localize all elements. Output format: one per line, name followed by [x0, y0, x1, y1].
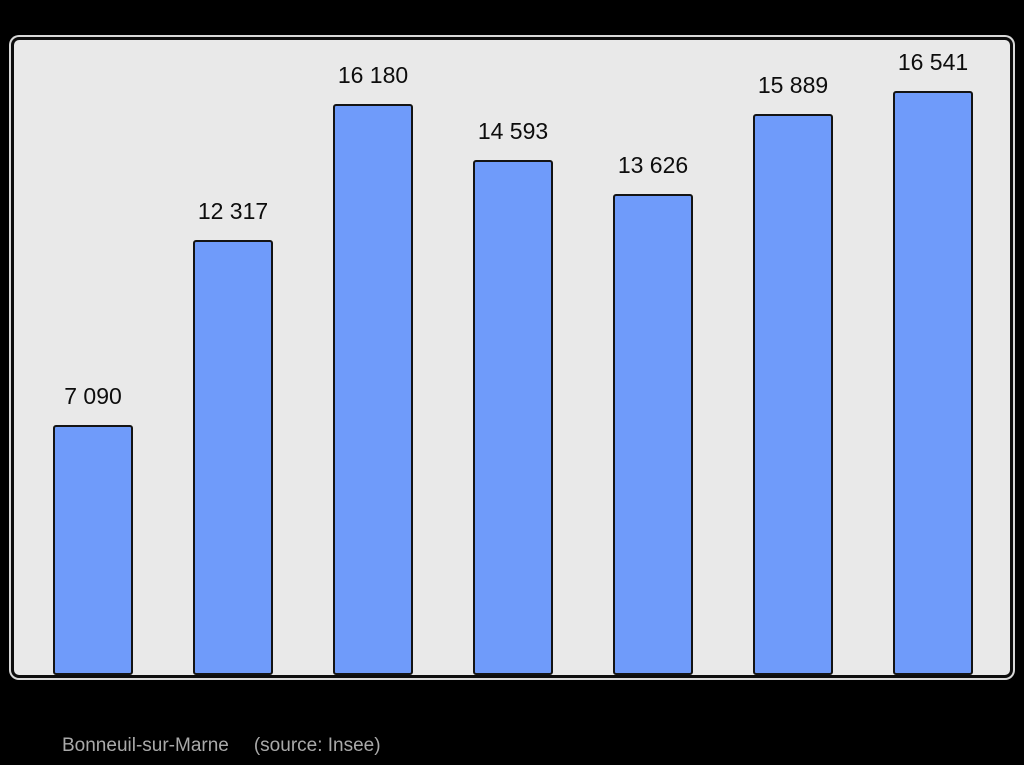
bar — [893, 91, 973, 675]
bar-value-label: 12 317 — [197, 197, 269, 224]
bar — [193, 240, 273, 675]
bar — [473, 160, 553, 675]
bar — [333, 104, 413, 675]
caption-source: (source: Insee) — [253, 735, 381, 756]
bar-value-label: 15 889 — [757, 71, 829, 98]
bar-value-label: 16 180 — [337, 61, 409, 88]
bar — [753, 114, 833, 675]
chart-caption: Bonneuil-sur-Marne (source: Insee) — [62, 735, 381, 757]
bar-value-label: 16 541 — [897, 48, 969, 75]
bar — [613, 194, 693, 675]
chart-panel: 7 090 12 317 16 180 14 593 13 626 15 889 16 54… — [11, 37, 1013, 678]
bar — [53, 425, 133, 675]
bar-value-label: 14 593 — [477, 117, 549, 144]
bar-value-label: 7 090 — [64, 382, 122, 409]
bar-value-label: 13 626 — [617, 151, 689, 178]
caption-title: Bonneuil-sur-Marne — [62, 735, 229, 756]
plot-area: 7 090 12 317 16 180 14 593 13 626 15 889 16 54… — [14, 40, 1010, 675]
